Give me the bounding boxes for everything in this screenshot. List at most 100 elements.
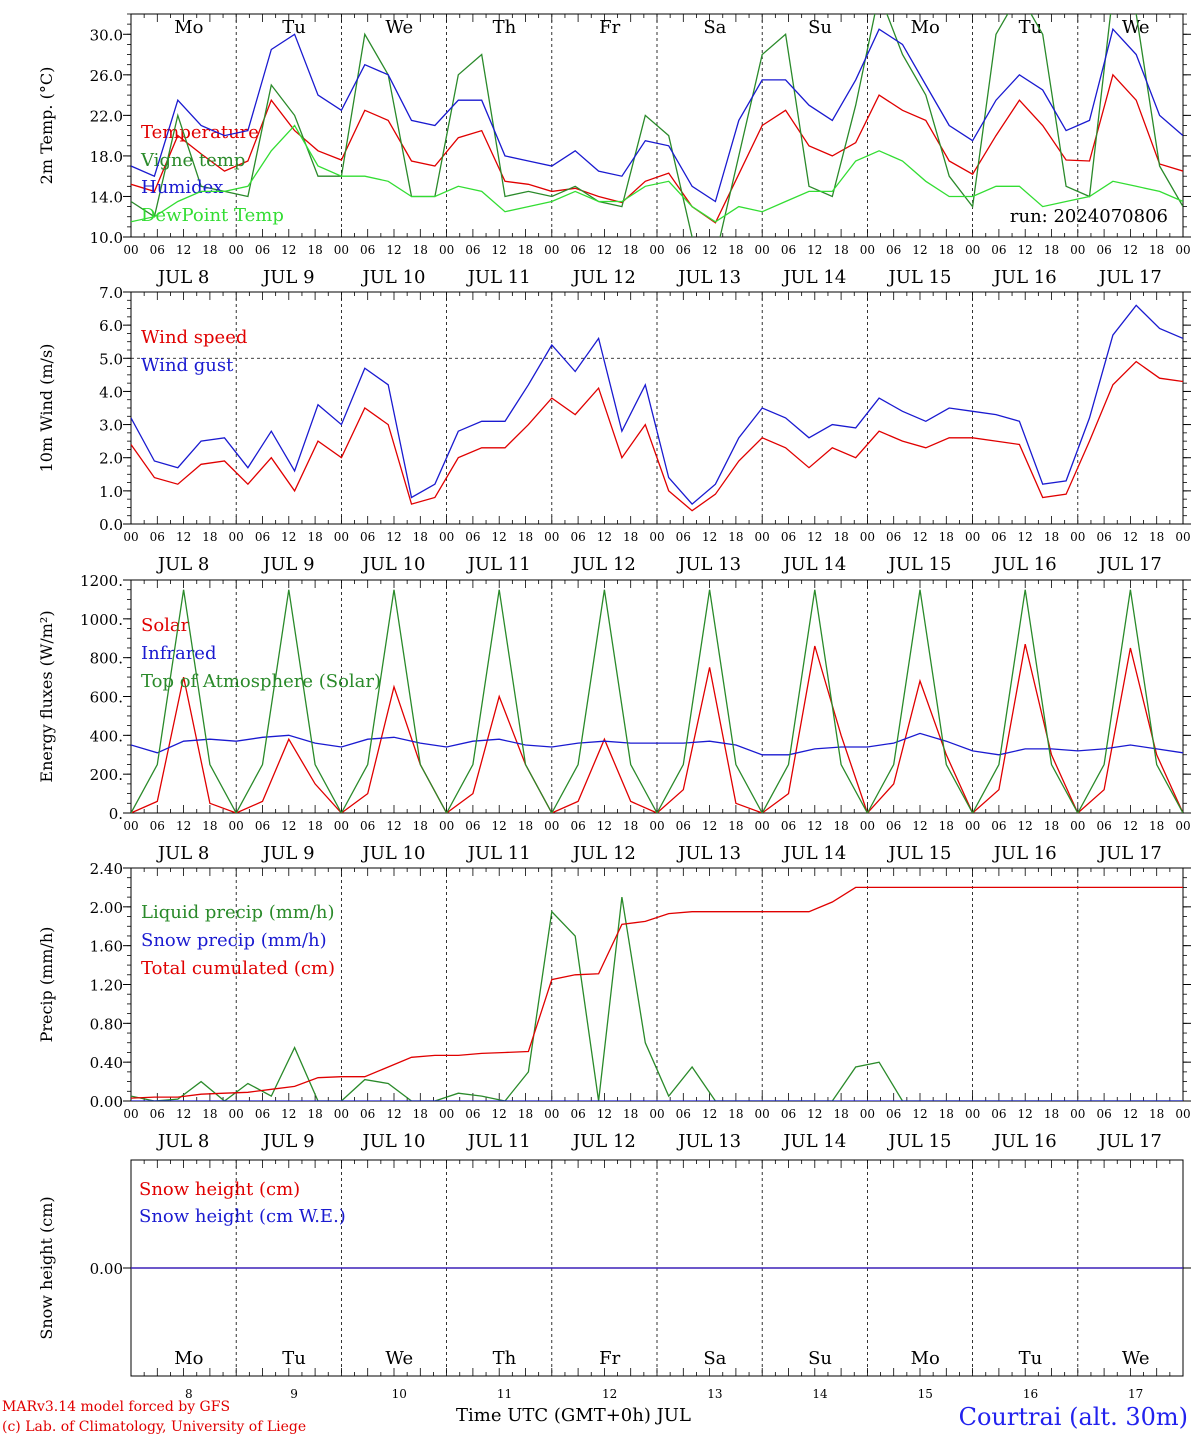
x-hour-label: 06 (465, 1107, 480, 1121)
x-hour-label: 18 (307, 243, 322, 257)
y-axis-title: Precip (mm/h) (37, 927, 56, 1043)
x-hour-label: 18 (518, 530, 533, 544)
x-date-label: JUL 10 (361, 267, 426, 288)
x-date-label: JUL 11 (466, 843, 531, 864)
x-hour-label: 12 (597, 1107, 612, 1121)
x-hour-label: 18 (518, 243, 533, 257)
x-hour-label: 12 (807, 530, 822, 544)
y-tick-label: 6.0 (99, 317, 123, 335)
x-hour-label: 12 (597, 243, 612, 257)
weekday-label: Su (808, 17, 832, 38)
x-hour-label: 12 (912, 1107, 927, 1121)
x-hour-label: 06 (886, 819, 901, 833)
x-hour-label: 00 (544, 243, 559, 257)
y-tick-label: 1000. (80, 611, 123, 629)
panel-5: 0.00 Snow height (cm) Mo Tu We Th Fr Sa Su Mo Tu We… (37, 1159, 1191, 1401)
x-hour-label: 06 (1096, 1107, 1111, 1121)
x-hour-label: 12 (1018, 1107, 1033, 1121)
y-axis-title: 2m Temp. (°C) (37, 67, 56, 185)
x-hour-label: 12 (807, 1107, 822, 1121)
credit-line-1: MARv3.14 model forced by GFS (2, 1399, 231, 1415)
x-date-label: JUL 11 (466, 554, 531, 575)
x-day-number: 9 (290, 1387, 298, 1401)
x-hour-label: 00 (334, 819, 349, 833)
x-hour-label: 06 (991, 530, 1006, 544)
x-date-label: JUL 15 (887, 554, 952, 575)
x-hour-label: 12 (912, 530, 927, 544)
x-hour-label: 12 (281, 243, 296, 257)
x-hour-label: 12 (386, 1107, 401, 1121)
x-hour-label: 12 (702, 1107, 717, 1121)
x-date-label: JUL 15 (887, 1131, 952, 1152)
weekday-label: Th (493, 17, 517, 38)
x-date-label: JUL 16 (992, 1131, 1057, 1152)
x-hour-label: 00 (439, 819, 454, 833)
x-hour-label: 12 (176, 530, 191, 544)
x-hour-label: 12 (492, 819, 507, 833)
y-tick-label: 7.0 (99, 284, 123, 302)
y-tick-label: 30.0 (90, 26, 123, 44)
y-axis-title: Snow height (cm) (37, 1196, 56, 1339)
x-hour-label: 18 (1149, 1107, 1164, 1121)
x-date-label: JUL 8 (156, 267, 210, 288)
x-hour-label: 00 (860, 243, 875, 257)
x-hour-label: 00 (649, 1107, 664, 1121)
x-date-label: JUL 13 (676, 554, 741, 575)
x-date-label: JUL 16 (992, 554, 1057, 575)
x-hour-label: 18 (833, 1107, 848, 1121)
x-hour-label: 00 (229, 1107, 244, 1121)
weekday-label: Sa (703, 1348, 726, 1369)
x-day-number: 16 (1023, 1387, 1038, 1401)
x-hour-label: 18 (623, 1107, 638, 1121)
x-hour-label: 18 (1044, 1107, 1059, 1121)
weekday-label: Mo (911, 17, 940, 38)
y-tick-label: 800. (90, 650, 123, 668)
y-tick-label: 0.00 (90, 1260, 123, 1278)
x-hour-label: 00 (860, 819, 875, 833)
x-hour-label: 00 (755, 819, 770, 833)
x-hour-label: 18 (413, 1107, 428, 1121)
x-date-label: JUL 10 (361, 843, 426, 864)
legend-entry: Temperature (141, 122, 259, 143)
x-date-label: JUL 11 (466, 1131, 531, 1152)
x-hour-label: 18 (202, 243, 217, 257)
legend-entry: Snow height (cm W.E.) (139, 1206, 346, 1227)
y-tick-label: 14.0 (90, 188, 123, 206)
series-line-wind-gust (131, 304, 1183, 506)
x-hour-label: 00 (1175, 1107, 1190, 1121)
legend-entry: Solar (141, 615, 190, 636)
x-hour-label: 06 (255, 1107, 270, 1121)
x-hour-label: 12 (912, 819, 927, 833)
y-tick-label: 4.0 (99, 383, 123, 401)
y-tick-label: 2.00 (90, 899, 123, 917)
series-line-humidex (131, 27, 1183, 203)
x-hour-label: 18 (307, 819, 322, 833)
x-hour-label: 00 (229, 530, 244, 544)
y-tick-label: 0.80 (90, 1015, 123, 1033)
x-hour-label: 06 (150, 530, 165, 544)
x-hour-label: 06 (360, 530, 375, 544)
x-date-label: JUL 14 (781, 843, 846, 864)
x-hour-label: 00 (544, 1107, 559, 1121)
series-line-total-cumulated-cm- (131, 886, 1183, 1099)
x-hour-label: 06 (1096, 243, 1111, 257)
x-hour-label: 06 (360, 243, 375, 257)
weekday-label: We (385, 1348, 413, 1369)
x-hour-label: 18 (202, 819, 217, 833)
x-hour-label: 12 (176, 243, 191, 257)
x-hour-label: 18 (939, 1107, 954, 1121)
x-hour-label: 18 (939, 243, 954, 257)
x-hour-label: 00 (1175, 530, 1190, 544)
x-hour-label: 12 (281, 530, 296, 544)
x-date-label: JUL 8 (156, 554, 210, 575)
x-hour-label: 12 (176, 1107, 191, 1121)
x-date-label: JUL 16 (992, 843, 1057, 864)
x-hour-label: 00 (334, 530, 349, 544)
x-hour-label: 00 (755, 1107, 770, 1121)
x-hour-label: 06 (1096, 530, 1111, 544)
x-hour-label: 18 (623, 243, 638, 257)
series-line-temperature (131, 73, 1183, 224)
y-tick-label: 1.20 (90, 977, 123, 995)
legend-entry: Snow precip (mm/h) (141, 930, 327, 951)
